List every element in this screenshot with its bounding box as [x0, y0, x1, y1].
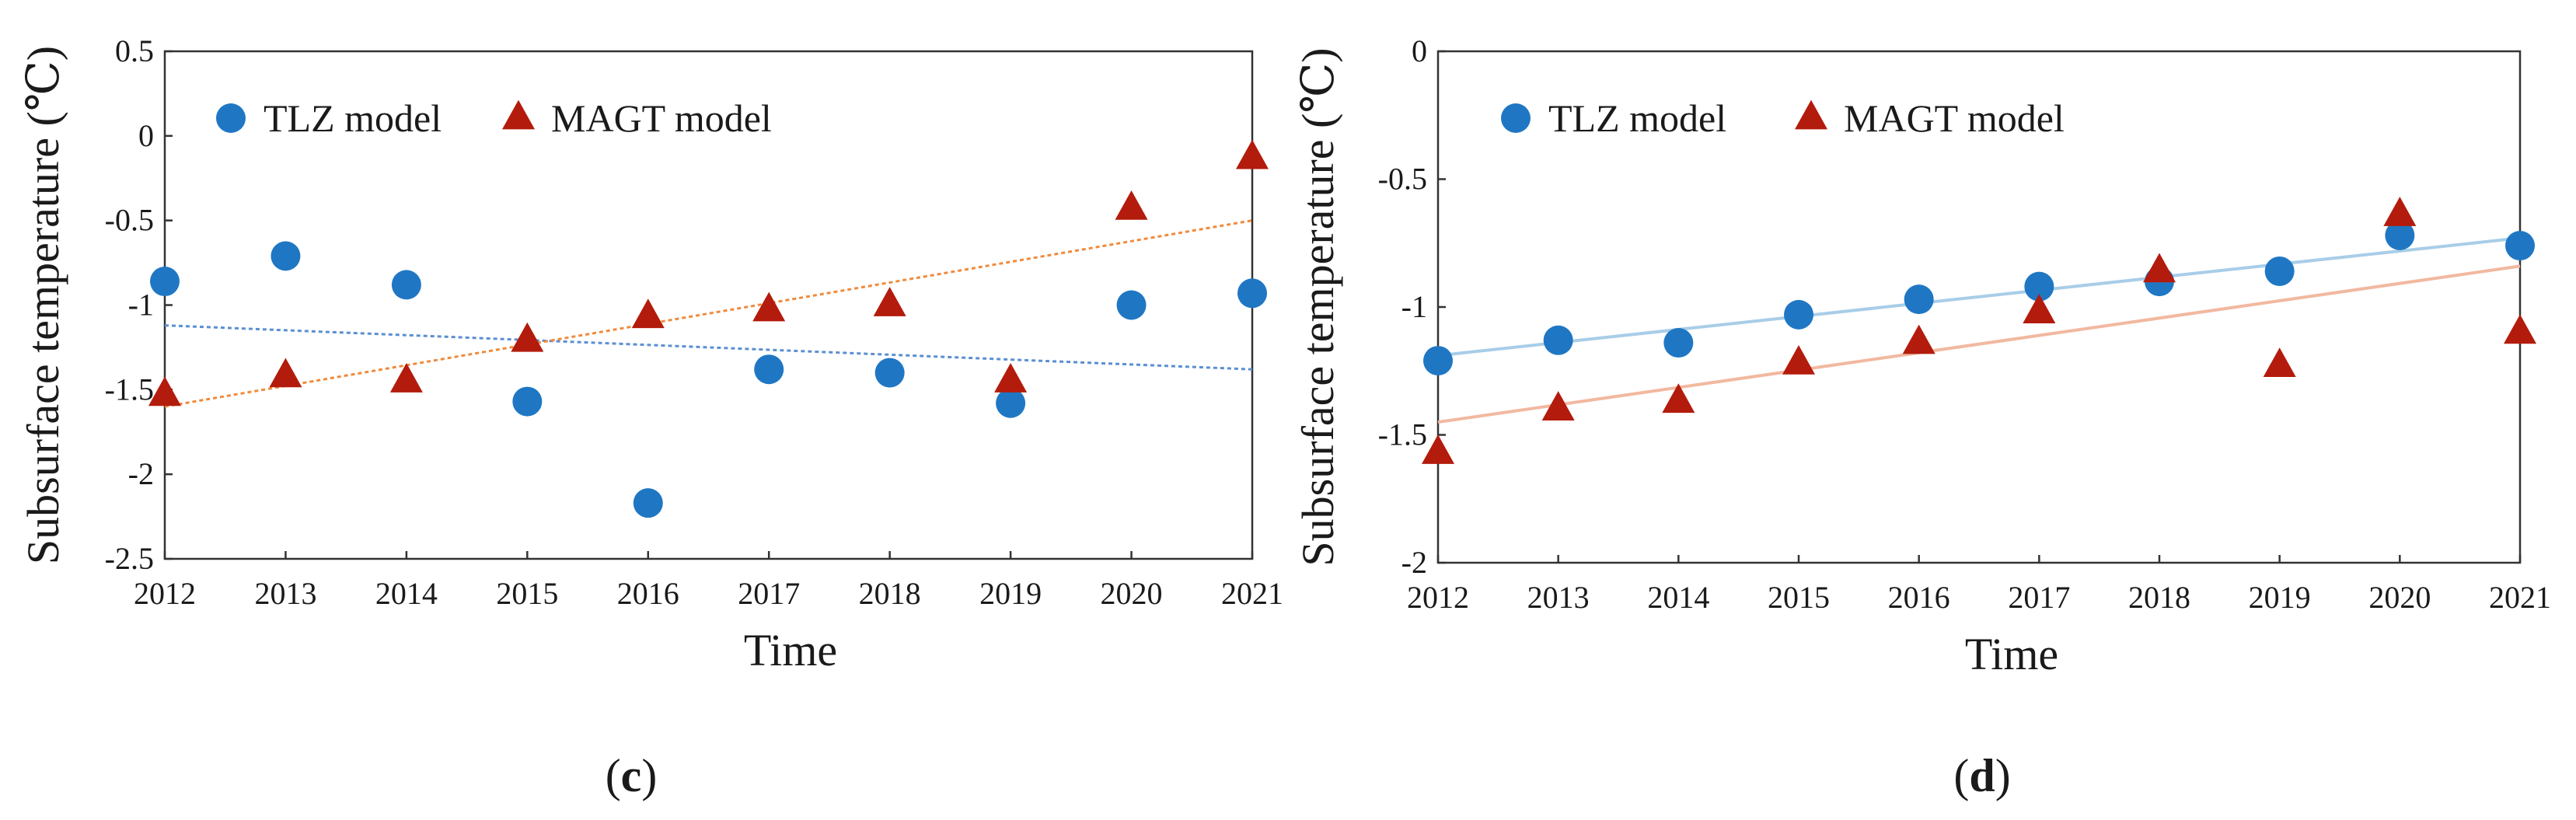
x-tick-label: 2021: [2489, 580, 2551, 615]
y-tick-label: -1.5: [1378, 417, 1427, 452]
tlz-point: [512, 386, 543, 417]
magt-point: [752, 291, 786, 322]
panel-label-c: (c): [606, 750, 658, 801]
x-tick-label: 2020: [1101, 576, 1163, 611]
magt-point: [148, 376, 181, 407]
x-tick-label: 2016: [617, 576, 679, 611]
legend-magt-label: MAGT model: [551, 96, 772, 140]
x-tick-label: 2017: [2008, 580, 2070, 615]
x-tick-label: 2018: [859, 576, 921, 611]
magt-point: [2143, 253, 2176, 283]
tlz-point: [996, 388, 1026, 418]
x-tick-label: 2015: [1768, 580, 1830, 615]
magt-point: [2263, 347, 2296, 378]
tlz-point: [754, 354, 784, 385]
tlz-point: [874, 358, 905, 388]
y-tick-label: -2: [128, 456, 154, 491]
tlz-point: [271, 241, 301, 271]
tlz-point: [2264, 256, 2295, 286]
legend-tlz-label: TLZ model: [1548, 96, 1726, 140]
magt-point: [2383, 197, 2417, 226]
magt-point: [2504, 314, 2536, 344]
x-tick-label: 2018: [2128, 580, 2190, 615]
y-tick-label: -0.5: [1378, 162, 1427, 197]
x-tick-label: 2020: [2368, 580, 2431, 615]
y-tick-label: -0.5: [105, 203, 154, 238]
tlz-point: [1423, 346, 1453, 376]
x-tick-label: 2012: [134, 576, 196, 611]
magt-point: [1662, 383, 1695, 413]
x-tick-label: 2017: [738, 576, 800, 611]
magt-point: [1236, 139, 1269, 169]
panel-label-d: (d): [1953, 750, 2010, 801]
tlz-point: [1543, 325, 1573, 355]
tlz-point: [1116, 290, 1147, 320]
y-tick-label: -1.5: [105, 372, 154, 407]
magt-point: [873, 287, 906, 316]
tlz-trend-line: [164, 324, 1253, 371]
tlz-point: [633, 488, 663, 518]
x-tick-label: 2014: [1647, 580, 1709, 615]
x-tick-label: 2016: [1888, 580, 1950, 615]
x-tick-label: 2013: [1527, 580, 1590, 615]
y-tick-label: -2: [1401, 545, 1427, 580]
x-tick-label: 2014: [375, 576, 438, 611]
magt-trend-line: [164, 219, 1253, 408]
y-axis-title: Subsurface temperature (℃): [1293, 47, 1343, 566]
x-axis-title: Time: [1965, 629, 2058, 679]
y-tick-label: -1: [128, 288, 154, 323]
x-tick-label: 2012: [1407, 580, 1469, 615]
tlz-point: [1784, 299, 1813, 330]
magt-point: [1115, 190, 1148, 220]
y-tick-label: 0.5: [115, 33, 154, 68]
y-tick-label: 0: [1412, 33, 1427, 68]
tlz-point: [2024, 271, 2054, 302]
magt-point: [994, 363, 1028, 393]
tlz-point: [1663, 328, 1694, 358]
legend-tlz-label: TLZ model: [264, 96, 442, 140]
legend-tlz-marker: [216, 103, 246, 133]
tlz-point: [2385, 220, 2415, 250]
tlz-point: [150, 267, 180, 297]
magt-point: [511, 322, 544, 352]
x-tick-label: 2019: [979, 576, 1042, 611]
x-tick-label: 2019: [2249, 580, 2311, 615]
tlz-point: [1904, 284, 1934, 315]
y-axis-title: Subsurface temperature (℃): [18, 46, 68, 564]
y-tick-label: 0: [138, 118, 154, 153]
magt-point: [2023, 294, 2056, 323]
y-tick-label: -2.5: [105, 541, 154, 576]
x-tick-label: 2021: [1221, 576, 1283, 611]
magt-point: [1902, 324, 1935, 354]
tlz-point: [1237, 278, 1267, 309]
magt-point: [389, 363, 423, 393]
magt-point: [1422, 434, 1454, 464]
magt-point: [1541, 391, 1575, 420]
x-tick-label: 2015: [496, 576, 558, 611]
legend-magt-label: MAGT model: [1844, 96, 2065, 140]
tlz-trend-line: [1437, 236, 2521, 358]
magt-trend-line: [1437, 264, 2521, 424]
magt-point: [1782, 344, 1815, 375]
x-tick-label: 2013: [254, 576, 316, 611]
tlz-point: [2505, 231, 2535, 261]
legend-magt-marker: [1795, 99, 1827, 130]
tlz-point: [391, 270, 421, 300]
x-axis-title: Time: [744, 625, 837, 675]
magt-point: [631, 298, 665, 329]
legend-tlz-marker: [1501, 103, 1531, 133]
magt-point: [269, 358, 302, 388]
y-tick-label: -1: [1401, 289, 1427, 324]
legend-magt-marker: [502, 99, 535, 130]
